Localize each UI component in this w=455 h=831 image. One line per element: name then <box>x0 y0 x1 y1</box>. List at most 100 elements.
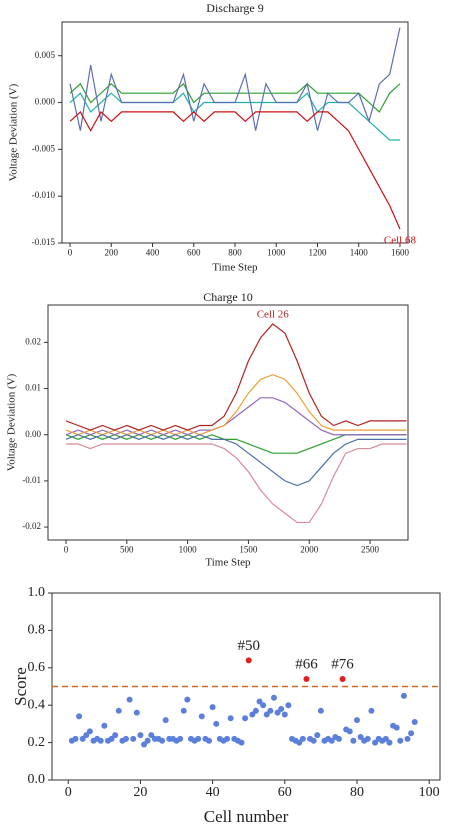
series-line <box>65 323 407 431</box>
point <box>281 711 288 718</box>
point <box>364 735 371 742</box>
y-tick-label: 0.6 <box>28 660 46 675</box>
point <box>285 702 292 709</box>
point <box>249 711 256 718</box>
point <box>227 715 234 722</box>
x-tick-label: 1600 <box>391 248 410 258</box>
x-tick-label: 800 <box>228 248 242 258</box>
x-tick-label: 0 <box>68 248 73 258</box>
y-tick-label: 0.01 <box>25 383 41 393</box>
point <box>198 713 205 720</box>
point <box>339 676 346 683</box>
point <box>238 739 245 746</box>
point <box>296 739 303 746</box>
y-tick-label: 0.8 <box>28 623 46 638</box>
x-tick-label: 0 <box>65 785 72 800</box>
x-tick-label: 1000 <box>267 248 286 258</box>
x-tick-label: 2500 <box>361 545 380 555</box>
point <box>400 692 407 699</box>
x-axis-label: Time Step <box>212 262 258 274</box>
point <box>97 737 104 744</box>
point <box>382 735 389 742</box>
point <box>162 717 169 724</box>
point <box>72 735 79 742</box>
point <box>144 737 151 744</box>
point <box>242 715 249 722</box>
point <box>317 707 324 714</box>
x-tick-label: 60 <box>278 785 292 800</box>
y-axis-label: Score <box>11 667 30 706</box>
point <box>274 709 281 716</box>
plot-frame <box>61 21 409 244</box>
point <box>137 732 144 739</box>
point <box>177 735 184 742</box>
point <box>245 657 252 664</box>
x-tick-label: 1400 <box>350 248 369 258</box>
point <box>368 707 375 714</box>
point-label: #66 <box>295 656 318 672</box>
point <box>397 737 404 744</box>
point <box>404 735 411 742</box>
point <box>184 696 191 703</box>
x-tick-label: 80 <box>350 785 364 800</box>
series-line <box>66 443 407 524</box>
point <box>328 737 335 744</box>
x-tick-label: 200 <box>105 248 119 258</box>
point <box>122 735 129 742</box>
x-tick-label: 0 <box>64 545 69 555</box>
point <box>206 737 213 744</box>
x-axis-label: Time Step <box>205 557 251 569</box>
point <box>372 739 379 746</box>
y-axis-label: Voltage Deviation (V) <box>6 373 18 471</box>
point <box>141 741 148 748</box>
chart-title: Charge 10 <box>203 290 252 304</box>
point <box>350 737 357 744</box>
point <box>267 707 274 714</box>
point <box>353 717 360 724</box>
point <box>195 735 202 742</box>
point-label: #76 <box>331 656 354 672</box>
series-annotation: Cell 68 <box>384 234 417 246</box>
x-tick-label: 600 <box>187 248 201 258</box>
y-tick-label: 0.4 <box>28 697 46 712</box>
point <box>393 724 400 731</box>
point <box>79 735 86 742</box>
series-line <box>69 110 401 230</box>
point <box>213 720 220 727</box>
x-axis-label: Cell number <box>204 807 289 826</box>
point <box>278 705 285 712</box>
point <box>252 707 259 714</box>
point <box>357 733 364 740</box>
y-tick-label: 0.02 <box>25 336 41 346</box>
point <box>209 704 216 711</box>
x-tick-label: 500 <box>120 545 134 555</box>
point <box>76 713 83 720</box>
point <box>130 735 137 742</box>
point <box>310 737 317 744</box>
x-tick-label: 400 <box>146 248 160 258</box>
point <box>83 732 90 739</box>
x-tick-label: 1000 <box>179 545 198 555</box>
point-label: #50 <box>237 638 260 654</box>
point <box>180 707 187 714</box>
point <box>148 732 155 739</box>
point <box>270 694 277 701</box>
y-tick-label: -0.01 <box>22 475 41 485</box>
series-annotation: Cell 26 <box>257 308 290 320</box>
point <box>108 735 115 742</box>
point <box>115 707 122 714</box>
y-tick-label: -0.015 <box>32 237 56 247</box>
x-tick-label: 1500 <box>239 545 258 555</box>
point <box>303 676 310 683</box>
point <box>386 739 393 746</box>
plot-frame <box>47 304 409 541</box>
y-tick-label: -0.02 <box>22 521 41 531</box>
point <box>133 709 140 716</box>
point <box>299 735 306 742</box>
y-tick-label: 0.00 <box>25 429 41 439</box>
point <box>411 719 418 726</box>
point <box>335 735 342 742</box>
series-line <box>69 82 401 113</box>
point <box>256 698 263 705</box>
